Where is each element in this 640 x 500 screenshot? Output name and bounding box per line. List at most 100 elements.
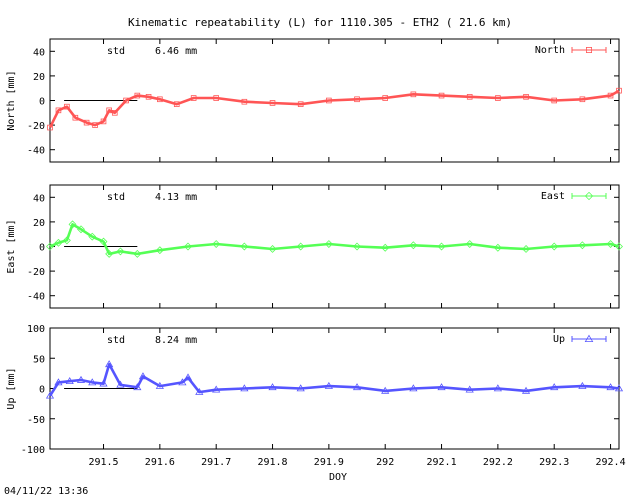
data-point	[99, 379, 108, 387]
y-tick-label: 20	[33, 218, 45, 229]
data-point	[183, 373, 193, 381]
data-point	[88, 378, 97, 386]
panel-east: 40 20 0 -20 -40 East [mm] std 4.13 mm East	[6, 184, 623, 309]
data-point	[83, 119, 90, 126]
data-point	[607, 92, 614, 99]
chart-title: Kinematic repeatability (L) for 1110.305…	[128, 16, 512, 29]
y-axis-label: Up [mm]	[6, 367, 17, 409]
data-point	[268, 383, 277, 391]
data-point	[614, 384, 624, 392]
legend-label: Up	[553, 334, 565, 345]
data-point	[354, 96, 360, 103]
x-tick-label: 292.4	[595, 457, 625, 468]
data-point	[324, 240, 333, 249]
data-point	[100, 118, 107, 125]
y-axis-label: East [mm]	[6, 219, 17, 273]
data-point	[523, 94, 529, 100]
data-point	[409, 384, 418, 392]
data-point	[324, 381, 333, 389]
data-point	[145, 94, 152, 100]
data-point	[47, 124, 53, 131]
std-value: 8.24 mm	[155, 335, 197, 346]
data-point	[134, 92, 141, 99]
data-point	[45, 391, 55, 399]
x-tick-label: 291.8	[257, 457, 287, 468]
data-point	[54, 378, 63, 386]
std-label: std	[107, 192, 125, 203]
data-point	[352, 383, 362, 391]
data-point	[606, 383, 615, 391]
data-point	[116, 247, 125, 256]
data-point	[326, 97, 332, 104]
legend-marker	[584, 191, 594, 201]
data-point	[381, 386, 390, 394]
data-point	[521, 386, 531, 394]
data-point	[241, 98, 248, 105]
std-label: std	[107, 335, 125, 346]
y-tick-label: 40	[33, 47, 45, 58]
data-point	[550, 383, 559, 391]
data-point	[353, 242, 362, 251]
data-point	[551, 97, 558, 104]
data-point	[550, 242, 559, 251]
legend-label: North	[535, 45, 565, 56]
y-tick-label: -40	[27, 292, 45, 303]
y-tick-label: 40	[33, 193, 45, 204]
data-point	[409, 241, 418, 250]
data-point	[178, 378, 187, 386]
x-tick-label: 291.6	[145, 457, 175, 468]
data-point	[64, 103, 70, 110]
y-tick-label: 50	[33, 354, 45, 365]
data-point	[615, 242, 623, 251]
data-point	[381, 243, 390, 252]
data-point	[465, 385, 474, 393]
y-tick-label: 0	[39, 243, 45, 254]
data-point	[155, 246, 164, 255]
data-point	[105, 360, 114, 368]
y-tick-label: -20	[27, 267, 45, 278]
legend-marker	[584, 334, 594, 343]
data-point	[54, 238, 63, 247]
data-point	[437, 242, 446, 251]
data-point	[382, 95, 389, 101]
data-point	[296, 384, 305, 392]
y-tick-label: -20	[27, 121, 45, 132]
data-point	[123, 97, 129, 104]
x-tick-label: 292.1	[426, 457, 456, 468]
data-point	[190, 95, 197, 101]
data-point	[133, 383, 142, 391]
y-tick-label: 20	[33, 72, 45, 83]
data-point	[111, 110, 118, 116]
data-point	[212, 385, 221, 393]
data-point	[578, 381, 587, 389]
series-line-north	[48, 89, 620, 129]
data-point	[578, 241, 587, 250]
data-point	[616, 87, 622, 94]
y-tick-label: -40	[27, 146, 45, 157]
x-tick-label: 291.7	[201, 457, 231, 468]
data-point	[212, 240, 221, 249]
x-axis-label: DOY	[329, 472, 347, 483]
data-point	[106, 107, 112, 114]
std-value: 6.46 mm	[155, 46, 197, 57]
y-tick-label: 0	[39, 97, 45, 108]
data-point	[438, 92, 445, 99]
data-point	[68, 220, 77, 229]
data-point	[269, 100, 276, 106]
x-tick-label: 292.3	[539, 457, 569, 468]
data-point	[240, 242, 249, 251]
std-value: 4.13 mm	[155, 192, 197, 203]
data-point	[240, 384, 249, 392]
data-point	[65, 377, 74, 385]
data-point	[297, 101, 304, 107]
footer-timestamp: 04/11/22 13:36	[4, 486, 88, 496]
y-tick-label: -100	[21, 445, 45, 456]
data-point	[133, 249, 142, 258]
data-point	[195, 387, 204, 395]
data-point	[77, 225, 85, 234]
y-tick-label: 0	[39, 385, 45, 396]
data-point	[99, 237, 108, 246]
data-point	[296, 242, 305, 251]
